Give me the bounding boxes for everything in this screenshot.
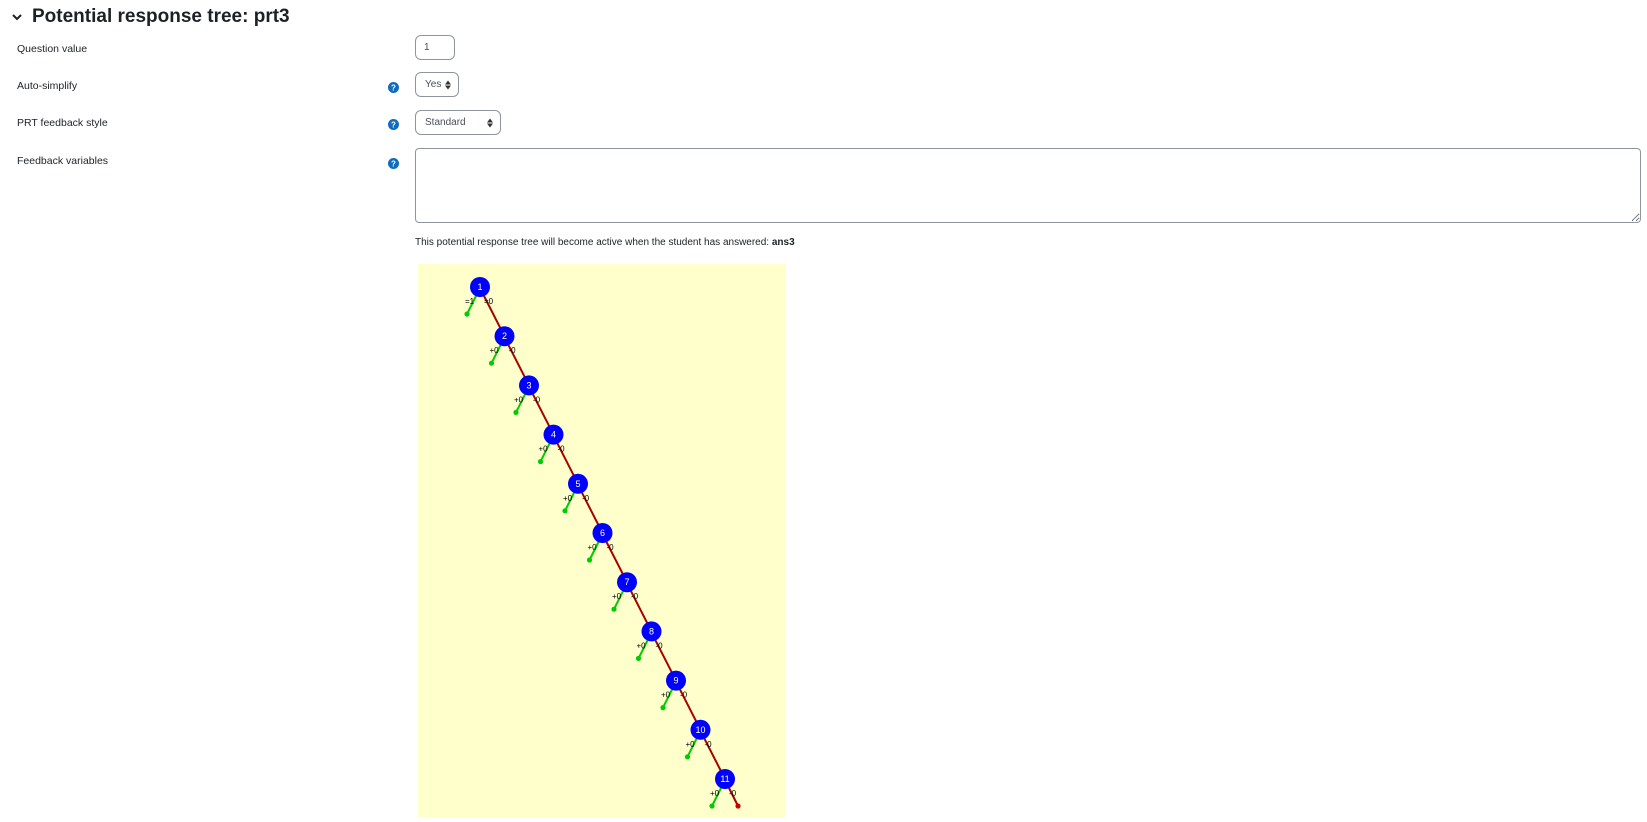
question-value-input[interactable] bbox=[415, 35, 455, 60]
true-branch-label: +0 bbox=[490, 346, 500, 355]
prt-node-label: 5 bbox=[575, 479, 580, 489]
true-branch-end bbox=[709, 803, 715, 809]
false-branch-label: -0 bbox=[533, 395, 541, 404]
true-branch-label: +0 bbox=[710, 789, 720, 798]
prt-node-label: 10 bbox=[695, 725, 705, 735]
true-branch-label: +0 bbox=[563, 494, 573, 503]
true-branch-line bbox=[637, 639, 649, 659]
false-branch-label: -0 bbox=[680, 691, 688, 700]
false-branch-label: -0 bbox=[558, 445, 566, 454]
question-circle-icon[interactable]: ? bbox=[388, 156, 399, 169]
prt-feedback-style-label: PRT feedback style bbox=[17, 117, 108, 129]
prt-node-label: 9 bbox=[673, 676, 678, 686]
true-branch-line bbox=[466, 295, 477, 315]
question-circle-icon[interactable]: ? bbox=[388, 117, 399, 130]
true-branch-label: +0 bbox=[588, 543, 598, 552]
feedback-variables-textarea[interactable] bbox=[415, 148, 1641, 223]
true-branch-line bbox=[686, 738, 698, 758]
true-branch-end bbox=[464, 311, 470, 317]
prt-node-label: 8 bbox=[649, 626, 654, 636]
auto-simplify-label: Auto-simplify bbox=[17, 80, 78, 92]
question-circle-icon[interactable]: ? bbox=[388, 80, 399, 93]
false-branch-label: -0 bbox=[656, 641, 664, 650]
prt-node-circle[interactable] bbox=[568, 473, 588, 494]
question-value-label: Question value bbox=[17, 43, 88, 55]
prt-node-circle[interactable] bbox=[690, 719, 711, 740]
false-branch-end bbox=[735, 803, 741, 809]
auto-simplify-select[interactable]: Yes bbox=[415, 72, 459, 97]
feedback-variables-label: Feedback variables bbox=[17, 155, 109, 167]
true-branch-end bbox=[537, 459, 544, 465]
true-branch-line bbox=[564, 492, 575, 512]
prt-tree-diagram: 1 =1 =0 2 +0 -0 3 +0 -0 4 +0 -0 5 +0 -0 6 +0 -0 7 +0 -0 8 +0 -0… bbox=[418, 264, 786, 818]
auto-simplify-value: Yes bbox=[425, 79, 442, 90]
prt-node-label: 2 bbox=[502, 331, 507, 341]
section-header: Potential response tree: prt3 bbox=[6, 4, 290, 30]
svg-text:?: ? bbox=[391, 160, 396, 169]
prt-feedback-style-value: Standard bbox=[425, 117, 466, 128]
true-branch-end bbox=[611, 606, 617, 612]
true-branch-line bbox=[588, 541, 600, 561]
true-branch-line bbox=[662, 689, 673, 709]
false-branch-label: =0 bbox=[484, 297, 494, 306]
prt-node-label: 3 bbox=[526, 380, 531, 390]
chevron-down-icon[interactable] bbox=[6, 4, 28, 30]
true-branch-end bbox=[660, 705, 666, 711]
true-branch-label: +0 bbox=[686, 740, 696, 749]
prt-node-label: 1 bbox=[477, 282, 482, 292]
true-branch-line bbox=[515, 393, 526, 413]
false-branch-label: -0 bbox=[631, 592, 639, 601]
true-branch-end bbox=[488, 360, 495, 366]
sort-arrows-icon bbox=[487, 118, 493, 127]
prt-active-answer: ans3 bbox=[771, 237, 795, 248]
false-branch-label: -0 bbox=[729, 789, 737, 798]
true-branch-label: +0 bbox=[637, 641, 647, 650]
true-branch-end bbox=[562, 508, 568, 514]
true-branch-end bbox=[586, 557, 593, 563]
prt-node-circle[interactable] bbox=[617, 572, 637, 593]
prt-feedback-style-select[interactable]: Standard bbox=[415, 110, 501, 135]
prt-active-note-text: This potential response tree will become… bbox=[415, 237, 770, 248]
true-branch-end bbox=[513, 409, 519, 415]
sort-arrows-icon bbox=[445, 80, 451, 89]
prt-node-circle[interactable] bbox=[543, 424, 564, 445]
true-branch-line bbox=[539, 443, 551, 463]
prt-node-circle[interactable] bbox=[470, 277, 490, 297]
prt-active-note: This potential response tree will become… bbox=[415, 237, 795, 248]
prt-node-circle[interactable] bbox=[641, 621, 662, 642]
false-branch-label: -0 bbox=[509, 346, 517, 355]
true-branch-label: +0 bbox=[612, 592, 622, 601]
prt-node-label: 6 bbox=[600, 528, 605, 538]
prt-node-label: 11 bbox=[720, 774, 729, 784]
prt-node-label: 4 bbox=[551, 430, 556, 440]
true-branch-label: +0 bbox=[661, 691, 671, 700]
svg-text:?: ? bbox=[391, 121, 396, 130]
false-branch-line bbox=[728, 787, 739, 807]
prt-tree-svg: 1=1 =02+0 -03+0 -04+0 -05+0 -06+0 -07+0 -08+0 -0… bbox=[464, 277, 741, 809]
svg-text:?: ? bbox=[391, 84, 396, 93]
prt-node-circle[interactable] bbox=[715, 769, 735, 789]
prt-node-circle[interactable] bbox=[666, 670, 686, 691]
prt-node-circle[interactable] bbox=[519, 375, 539, 396]
prt-node-label: 7 bbox=[624, 577, 629, 587]
prt-node-circle[interactable] bbox=[494, 326, 515, 347]
true-branch-label: +0 bbox=[514, 395, 524, 404]
false-branch-label: -0 bbox=[607, 543, 615, 552]
true-branch-line bbox=[613, 590, 624, 610]
true-branch-line bbox=[490, 344, 502, 364]
false-branch-label: -0 bbox=[582, 494, 590, 503]
true-branch-line bbox=[711, 787, 722, 807]
true-branch-label: =1 bbox=[465, 297, 475, 306]
true-branch-label: +0 bbox=[539, 445, 549, 454]
section-title: Potential response tree: prt3 bbox=[32, 6, 290, 27]
prt-node-circle[interactable] bbox=[592, 523, 613, 543]
false-branch-label: -0 bbox=[705, 740, 713, 749]
true-branch-end bbox=[635, 655, 642, 661]
true-branch-end bbox=[684, 754, 691, 760]
